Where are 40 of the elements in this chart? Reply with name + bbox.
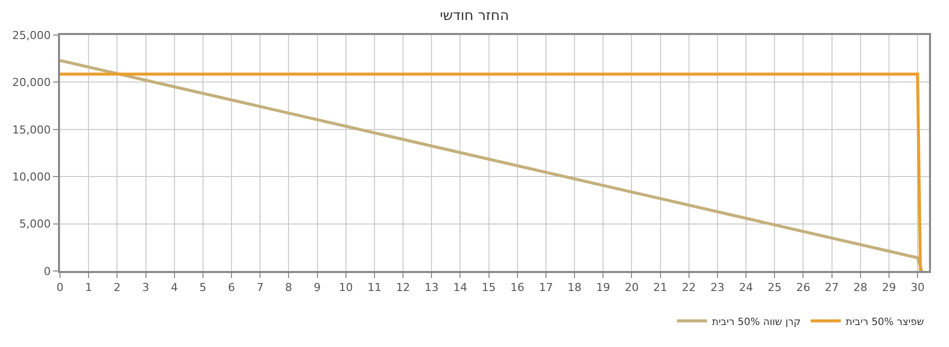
x-tick-label: 6 (228, 281, 236, 294)
x-tick-label: 29 (882, 281, 896, 294)
x-tick-label: 23 (710, 281, 724, 294)
legend-label: קרן שווה 50% ריבית (712, 316, 801, 328)
x-tick-label: 5 (199, 281, 206, 294)
y-tick-label: 15,000 (12, 123, 51, 136)
x-tick-label: 27 (824, 281, 839, 294)
x-tick-label: 18 (568, 281, 582, 294)
y-tick-label: 0 (44, 264, 51, 278)
x-tick-label: 7 (256, 281, 264, 294)
x-tick-label: 8 (285, 281, 292, 294)
x-tick-label: 25 (768, 281, 782, 294)
x-tick-label: 0 (56, 281, 64, 294)
y-tick-label: 5,000 (19, 218, 51, 231)
x-tick-label: 17 (538, 281, 553, 294)
x-tick-label: 21 (653, 281, 668, 294)
x-tick-label: 2 (114, 281, 121, 294)
x-tick-label: 11 (367, 281, 382, 294)
x-tick-label: 10 (338, 281, 353, 294)
x-tick-label: 12 (396, 281, 410, 294)
x-tick-label: 13 (424, 281, 439, 294)
x-tick-label: 15 (482, 281, 496, 294)
x-tick-label: 16 (510, 281, 524, 294)
y-tick-label: 20,000 (12, 76, 51, 90)
x-tick-label: 1 (85, 281, 92, 294)
x-tick-label: 24 (739, 281, 754, 294)
legend-label: שפיצר 50% ריבית (846, 316, 924, 328)
x-tick-label: 28 (853, 281, 868, 294)
x-tick-label: 3 (142, 281, 150, 294)
x-tick-label: 9 (314, 281, 321, 294)
y-tick-label: 10,000 (12, 170, 51, 184)
x-tick-label: 30 (910, 281, 925, 294)
x-tick-label: 22 (682, 281, 696, 294)
x-tick-label: 26 (796, 281, 810, 294)
x-tick-label: 14 (453, 281, 468, 294)
y-tick-label: 25,000 (12, 28, 51, 42)
chart-title: החזר חודשי (440, 8, 510, 24)
x-tick-label: 20 (624, 281, 639, 294)
x-tick-label: 19 (596, 281, 610, 294)
x-tick-label: 4 (170, 281, 178, 294)
